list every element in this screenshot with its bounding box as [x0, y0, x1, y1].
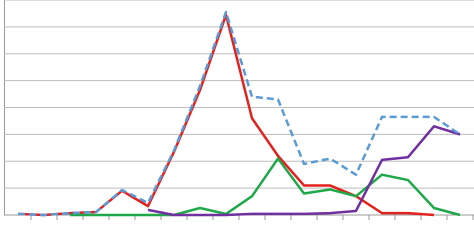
series-line: [17, 13, 435, 217]
series-line: [17, 10, 461, 217]
series-line: [147, 125, 461, 217]
series-line: [70, 157, 461, 217]
page: {"chart_data": {"type": "line", "categor…: [4, 0, 474, 220]
chart: [4, 0, 474, 220]
